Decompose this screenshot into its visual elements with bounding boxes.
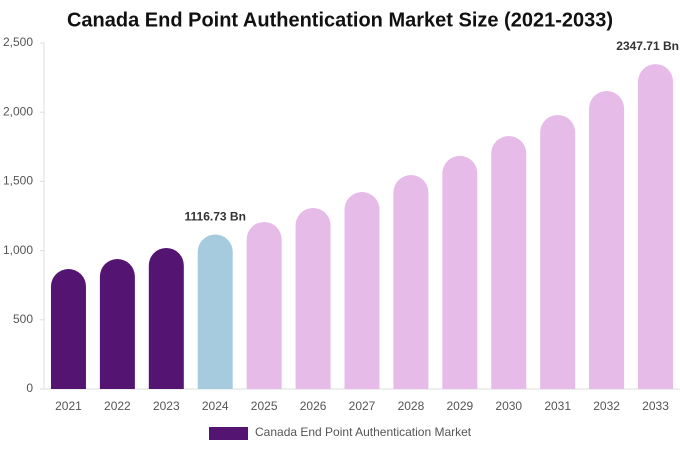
x-tick-label: 2027 bbox=[349, 399, 376, 413]
bar bbox=[638, 64, 674, 389]
x-tick-label: 2024 bbox=[202, 399, 229, 413]
bar bbox=[442, 155, 478, 389]
y-tick-label: 1,500 bbox=[3, 174, 33, 188]
bar bbox=[148, 247, 184, 389]
bar bbox=[50, 269, 86, 389]
x-tick-label: 2033 bbox=[642, 399, 669, 413]
y-tick-label: 2,500 bbox=[3, 35, 33, 49]
data-label: 2347.71 Bn bbox=[616, 39, 679, 53]
bar bbox=[295, 207, 331, 389]
x-tick-label: 2028 bbox=[398, 399, 425, 413]
y-tick-label: 0 bbox=[26, 381, 33, 395]
x-tick-label: 2021 bbox=[55, 399, 82, 413]
y-tick-label: 1,000 bbox=[3, 243, 33, 257]
y-tick-label: 2,000 bbox=[3, 104, 33, 118]
bar bbox=[197, 234, 233, 389]
x-tick-label: 2022 bbox=[104, 399, 131, 413]
y-tick-label: 500 bbox=[13, 312, 33, 326]
x-tick-label: 2032 bbox=[593, 399, 620, 413]
legend-label: Canada End Point Authentication Market bbox=[255, 425, 472, 439]
legend-swatch bbox=[209, 427, 248, 440]
x-tick-label: 2026 bbox=[300, 399, 327, 413]
data-label: 1116.73 Bn bbox=[185, 210, 246, 224]
chart-title: Canada End Point Authentication Market S… bbox=[67, 9, 613, 31]
x-tick-label: 2030 bbox=[495, 399, 522, 413]
bar bbox=[589, 91, 625, 389]
bar bbox=[393, 175, 429, 389]
bar bbox=[246, 221, 282, 389]
x-tick-label: 2025 bbox=[251, 399, 278, 413]
bar bbox=[540, 114, 576, 389]
bar bbox=[99, 259, 135, 389]
bar bbox=[344, 192, 380, 389]
x-tick-label: 2029 bbox=[446, 399, 473, 413]
x-tick-label: 2023 bbox=[153, 399, 180, 413]
x-tick-label: 2031 bbox=[544, 399, 571, 413]
bar bbox=[491, 136, 527, 389]
